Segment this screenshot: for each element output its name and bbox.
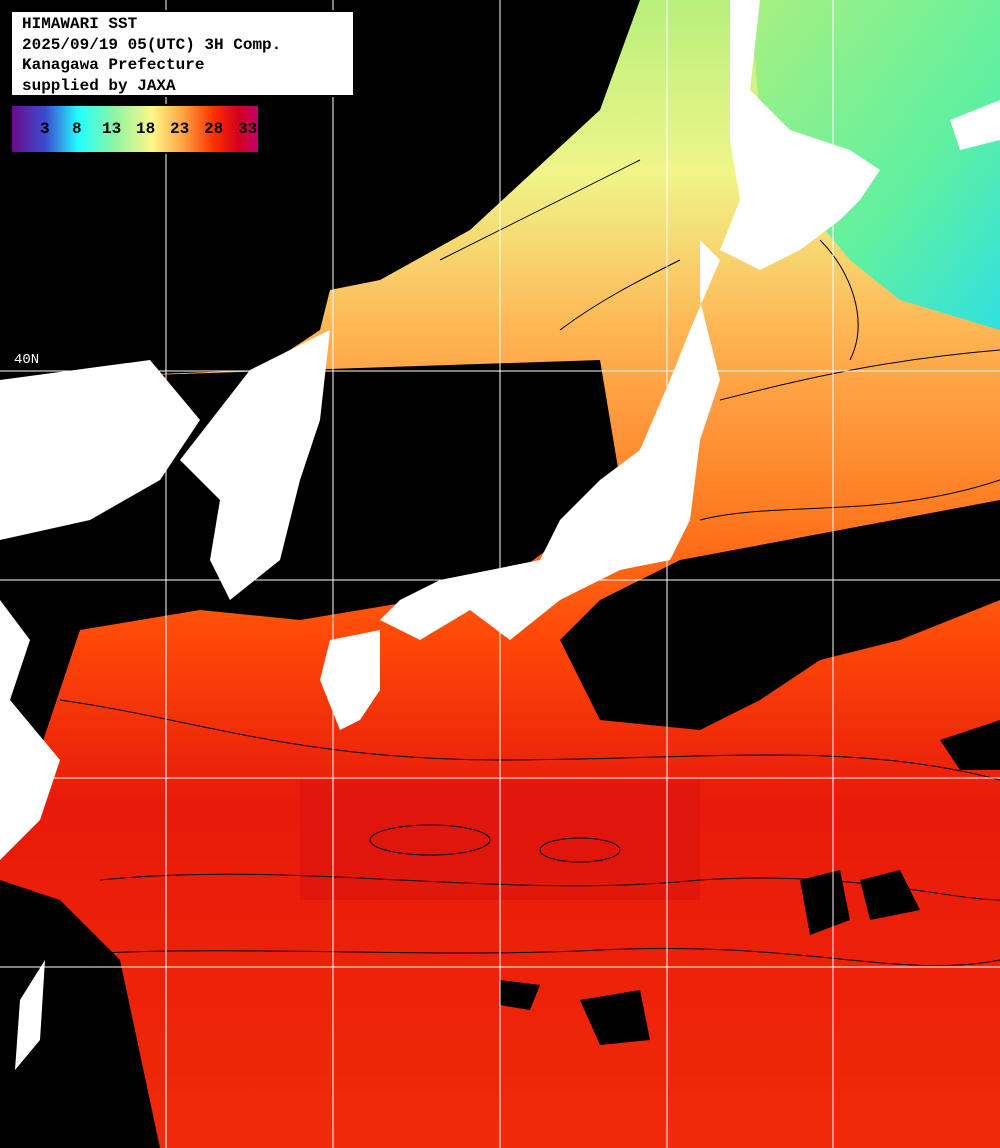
title: HIMAWARI SST — [22, 15, 138, 33]
sakhalin-coast — [950, 100, 1000, 150]
land — [0, 0, 1000, 1070]
legend-tick: 33 — [238, 120, 258, 138]
latitude-label-40n: 40N — [14, 352, 40, 368]
supplier: supplied by JAXA — [22, 76, 176, 95]
color-scale-legend: 3 8 13 18 23 28 33 — [10, 104, 260, 154]
legend-tick: 18 — [136, 120, 156, 138]
northern-cold-water — [750, 0, 1000, 330]
japan-hokkaido — [720, 0, 880, 270]
taiwan — [15, 960, 45, 1070]
china-coast — [0, 360, 200, 540]
legend-tick: 8 — [72, 120, 82, 138]
legend-tick: 13 — [102, 120, 122, 138]
title-box: HIMAWARI SST 2025/09/19 05(UTC) 3H Comp.… — [10, 10, 355, 97]
legend-tick: 3 — [40, 120, 50, 138]
china-coast-south — [0, 600, 60, 860]
organization: Kanagawa Prefecture — [22, 56, 205, 74]
japan-kyushu — [320, 630, 380, 730]
legend-tick: 23 — [170, 120, 190, 138]
legend-tick: 28 — [204, 120, 224, 138]
latitude-label-30n: 30N — [14, 760, 40, 776]
korea — [180, 330, 330, 600]
japan-honshu — [380, 240, 720, 640]
timestamp: 2025/09/19 05(UTC) 3H Comp. — [22, 35, 282, 54]
